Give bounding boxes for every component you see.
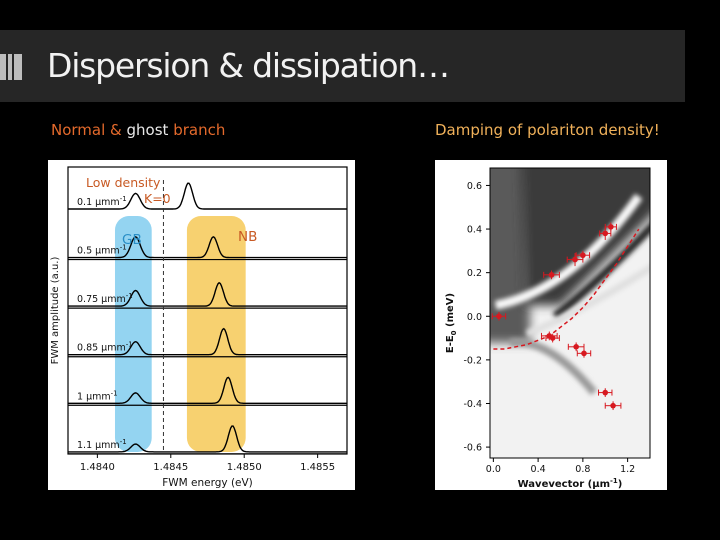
title-bar — [0, 30, 685, 102]
y-tick-label: -0.6 — [463, 443, 482, 454]
data-point — [545, 333, 560, 343]
data-point-marker — [580, 252, 586, 259]
x-tick-label: 0.4 — [531, 464, 546, 475]
y-tick-label: -0.4 — [463, 399, 482, 410]
data-point-marker — [572, 256, 578, 263]
heatmap-ridge — [509, 338, 598, 396]
heatmap-ridge — [494, 193, 643, 310]
data-point-marker — [496, 313, 502, 320]
spectrum-trace — [68, 182, 347, 210]
y-tick-label: 0.0 — [467, 312, 482, 323]
data-point — [567, 342, 585, 352]
data-point — [598, 388, 613, 397]
subtitle-left-part3: branch — [168, 121, 226, 139]
plot-frame — [489, 167, 651, 459]
y-tick-label: 0.2 — [467, 268, 482, 279]
x-tick-label: 0.0 — [486, 464, 501, 475]
y-tick-label: 0.6 — [467, 181, 482, 192]
annotation-low-density: Low density — [86, 175, 161, 190]
x-axis-label: Wavevector (μm-1) — [518, 477, 623, 490]
annotation-k-zero: K=0 — [144, 191, 171, 206]
dispersion-heatmap-chart: 0.6 0.4 0.2 0.0 -0.2 -0.4 -0.6 0.0 0.4 0.8 1.2 Wave… — [445, 167, 651, 490]
x-tick-label: 1.4845 — [153, 462, 188, 473]
fit-curve — [493, 228, 640, 350]
y-tick-label: 0.4 — [467, 225, 482, 236]
title-bars-icon — [0, 54, 22, 80]
subtitle-right: Damping of polariton density! — [435, 121, 660, 139]
data-point — [604, 222, 617, 232]
data-point-marker — [573, 343, 579, 350]
y-axis-label: FWM amplitude (a.u.) — [50, 257, 61, 365]
x-axis-label: FWM energy (eV) — [162, 477, 253, 489]
trace-label: 0.1 μmm-1 — [77, 195, 127, 208]
x-tick-label: 1.4850 — [227, 462, 262, 473]
spectrum-trace — [68, 425, 347, 453]
data-point — [576, 348, 592, 358]
subtitle-left-part2: ghost — [126, 121, 169, 139]
trace-label: 1.1 μmm-1 — [77, 438, 127, 451]
trace-label: 1 μmm-1 — [77, 389, 118, 402]
y-tick-label: -0.2 — [463, 355, 482, 366]
heatmap-ridge — [552, 222, 650, 320]
fwm-spectra-figure: 0.1 μmm-1 0.5 μmm-1 0.75 μmm-1 0.85 μmm-1 1 … — [48, 160, 355, 490]
spectrum-trace — [68, 376, 347, 404]
x-tick-label: 0.8 — [575, 464, 590, 475]
data-point — [604, 401, 622, 411]
data-point-marker — [548, 272, 555, 278]
heatmap — [490, 168, 650, 458]
data-point — [543, 270, 560, 280]
spectrum-trace — [68, 327, 347, 356]
band-nb — [186, 216, 246, 452]
spectrum-trace — [68, 235, 347, 259]
data-point-marker — [610, 402, 616, 409]
annotation-nb: NB — [238, 229, 257, 245]
trace-label: 0.75 μmm-1 — [77, 292, 133, 305]
subtitle-left-part1: Normal & — [51, 121, 127, 139]
data-point-marker — [602, 230, 609, 237]
subtitle-left: Normal & ghost branch — [51, 121, 225, 139]
slide-title: Dispersion & dissipation… — [47, 46, 450, 85]
data-point — [491, 311, 507, 321]
dispersion-figure: 0.6 0.4 0.2 0.0 -0.2 -0.4 -0.6 0.0 0.4 0.8 1.2 Wave… — [435, 160, 667, 490]
heatmap-region — [520, 168, 650, 306]
data-point-marker — [602, 389, 609, 396]
data-point — [575, 250, 591, 260]
trace-label: 0.85 μmm-1 — [77, 341, 133, 354]
data-point-marker — [549, 335, 556, 341]
heatmap-ridge — [525, 264, 650, 337]
x-tick-label: 1.2 — [620, 464, 635, 475]
x-tick-label: 1.4840 — [80, 462, 115, 473]
y-axis-label: E-E0 (meV) — [445, 293, 458, 353]
data-point-marker — [608, 224, 614, 230]
spectrum-trace — [68, 281, 347, 307]
x-tick-label: 1.4855 — [300, 462, 335, 473]
data-point-marker — [581, 350, 587, 357]
trace-label: 0.5 μmm-1 — [77, 244, 127, 257]
band-gb — [114, 216, 152, 452]
annotation-gb: GB — [122, 232, 142, 248]
fwm-spectra-chart: 0.1 μmm-1 0.5 μmm-1 0.75 μmm-1 0.85 μmm-1 1 … — [50, 166, 348, 489]
